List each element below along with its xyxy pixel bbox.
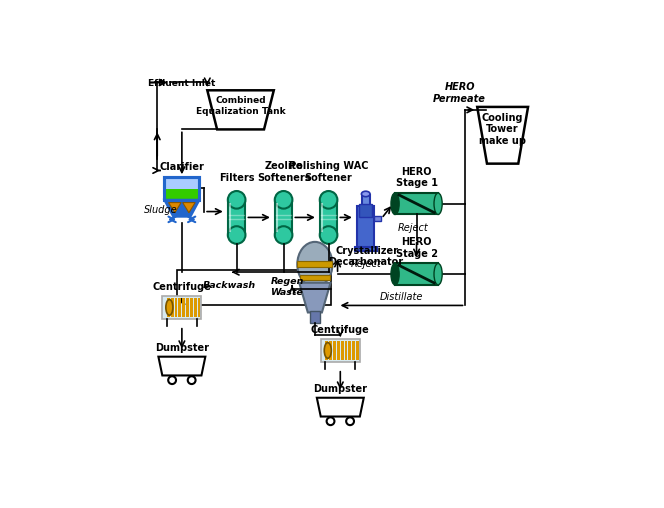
Bar: [198, 298, 201, 317]
Bar: [177, 270, 331, 305]
Bar: [345, 341, 347, 360]
Bar: [337, 341, 340, 360]
Bar: [359, 204, 372, 217]
Polygon shape: [317, 398, 364, 417]
Bar: [300, 274, 330, 280]
Text: Polishing WAC
Softener: Polishing WAC Softener: [289, 162, 369, 183]
Polygon shape: [159, 357, 205, 375]
Polygon shape: [183, 203, 195, 213]
Polygon shape: [207, 90, 274, 130]
Text: HERO
Stage 2: HERO Stage 2: [396, 237, 438, 259]
Polygon shape: [477, 107, 528, 164]
Text: Clarifier: Clarifier: [159, 163, 205, 172]
Bar: [329, 341, 332, 360]
Bar: [320, 200, 337, 235]
Polygon shape: [299, 283, 331, 312]
Bar: [164, 177, 199, 200]
Ellipse shape: [297, 242, 333, 287]
Text: Filters: Filters: [219, 173, 254, 183]
Bar: [395, 193, 438, 214]
Bar: [167, 298, 170, 317]
Text: HERO
Stage 1: HERO Stage 1: [396, 167, 438, 188]
Text: Cooling
Tower
make up: Cooling Tower make up: [479, 113, 526, 146]
Bar: [164, 189, 199, 200]
Bar: [352, 341, 355, 360]
Bar: [179, 298, 181, 317]
Bar: [183, 298, 185, 317]
Bar: [356, 341, 359, 360]
Ellipse shape: [391, 193, 399, 214]
Ellipse shape: [320, 226, 337, 244]
Polygon shape: [169, 203, 181, 213]
Bar: [357, 206, 374, 249]
Text: Decarbonator: Decarbonator: [328, 257, 403, 267]
Bar: [374, 216, 381, 221]
Ellipse shape: [228, 226, 246, 244]
Polygon shape: [164, 200, 199, 216]
Bar: [362, 195, 370, 206]
Text: Distillate: Distillate: [380, 292, 423, 302]
Ellipse shape: [228, 191, 246, 209]
Bar: [162, 296, 201, 319]
Ellipse shape: [275, 226, 292, 244]
Bar: [194, 298, 197, 317]
Bar: [164, 177, 199, 192]
Bar: [186, 298, 189, 317]
Bar: [175, 298, 177, 317]
Bar: [341, 341, 343, 360]
Circle shape: [168, 376, 176, 384]
Bar: [228, 200, 246, 235]
Text: Zeolite
Softeners: Zeolite Softeners: [257, 162, 310, 183]
Text: Backwash: Backwash: [203, 281, 256, 290]
Ellipse shape: [166, 300, 173, 315]
Text: Sludge: Sludge: [143, 205, 177, 214]
Bar: [297, 261, 333, 267]
Ellipse shape: [320, 191, 337, 209]
Bar: [349, 341, 351, 360]
Ellipse shape: [324, 342, 331, 358]
Text: Reject: Reject: [351, 260, 382, 269]
Text: Regen
Waste: Regen Waste: [271, 277, 304, 297]
Ellipse shape: [434, 263, 442, 285]
Text: Centrifuge: Centrifuge: [311, 325, 370, 335]
Text: Dumpster: Dumpster: [155, 343, 209, 353]
Bar: [355, 247, 376, 251]
Bar: [310, 311, 319, 323]
Text: Reject: Reject: [397, 223, 428, 233]
Ellipse shape: [275, 191, 292, 209]
Bar: [275, 200, 292, 235]
Bar: [171, 298, 174, 317]
Text: HERO
Permeate: HERO Permeate: [433, 82, 486, 104]
Ellipse shape: [361, 191, 370, 197]
Text: Dumpster: Dumpster: [313, 384, 367, 394]
Circle shape: [188, 376, 196, 384]
Bar: [333, 341, 336, 360]
Text: Combined
Equalization Tank: Combined Equalization Tank: [196, 96, 286, 116]
Text: Effluent Inlet: Effluent Inlet: [148, 79, 215, 87]
Text: Crystallizer: Crystallizer: [335, 246, 398, 256]
Ellipse shape: [434, 193, 442, 214]
Bar: [325, 341, 328, 360]
Ellipse shape: [391, 263, 399, 285]
Bar: [395, 263, 438, 285]
Circle shape: [346, 417, 354, 425]
Bar: [190, 298, 193, 317]
Circle shape: [327, 417, 335, 425]
Bar: [321, 339, 360, 362]
Text: Centrifuge: Centrifuge: [153, 282, 211, 292]
